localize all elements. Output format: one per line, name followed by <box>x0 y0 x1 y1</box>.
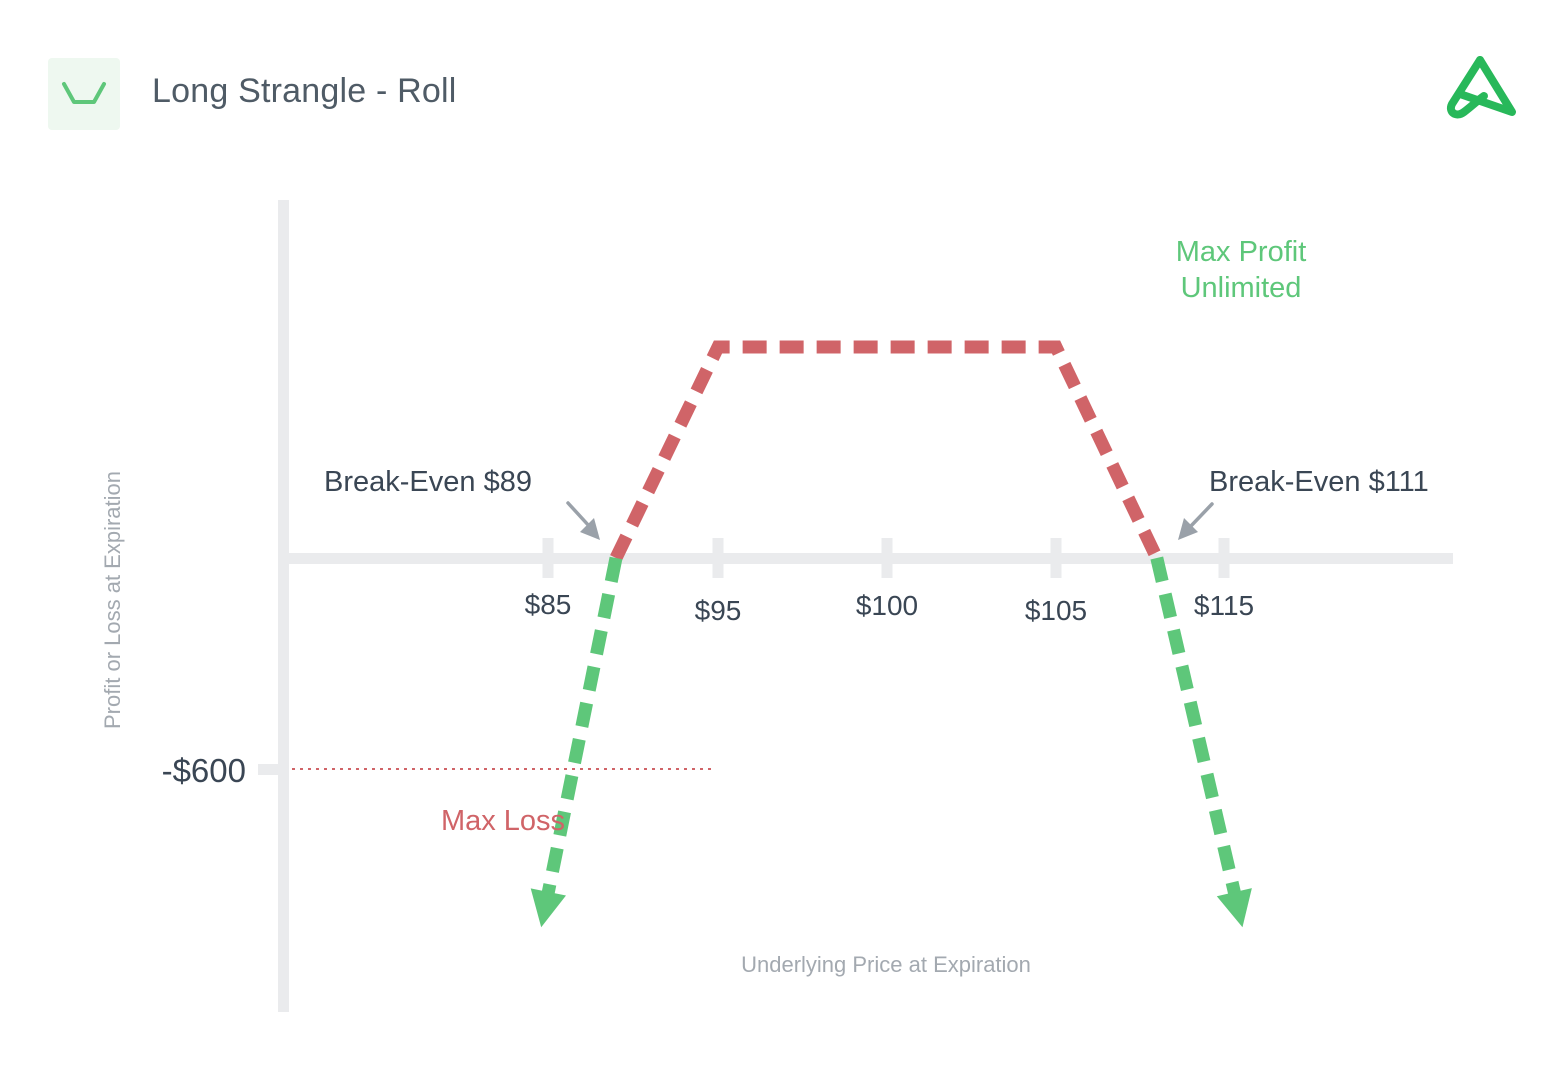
break-even-high-pointer <box>1178 502 1214 540</box>
max-loss-label: Max Loss <box>441 805 565 837</box>
y-tick-label: -$600 <box>162 752 246 789</box>
profit-segment-right-line <box>1150 556 1243 900</box>
x-tick-mark <box>712 538 724 578</box>
x-tick-mark <box>1050 538 1062 578</box>
break-even-low-label: Break-Even $89 <box>324 466 532 498</box>
y-axis <box>278 200 289 1012</box>
profit-segment-left-line <box>540 556 623 900</box>
x-tick-mark <box>881 538 893 578</box>
brand-a-logo-icon <box>1447 56 1516 119</box>
x-tick-label: $100 <box>856 590 918 621</box>
x-axis-label: Underlying Price at Expiration <box>741 952 1031 977</box>
x-tick-mark <box>1218 538 1230 578</box>
x-tick-label: $105 <box>1025 595 1087 626</box>
strangle-v-icon <box>62 82 106 104</box>
x-axis <box>289 553 1453 564</box>
loss-segment-line <box>610 340 1163 561</box>
profit-arrowhead-right <box>1216 888 1252 928</box>
profit-arrowhead-left <box>530 888 566 928</box>
break-even-low-pointer <box>566 501 600 540</box>
max-profit-label-line2: Unlimited <box>1181 272 1302 304</box>
strategy-icon-badge <box>48 58 120 130</box>
x-tick-label: $85 <box>525 589 572 620</box>
max-profit-label-line1: Max Profit <box>1176 236 1307 268</box>
x-tick-label: $115 <box>1194 590 1254 621</box>
y-tick-mark <box>258 764 280 775</box>
page-title: Long Strangle - Roll <box>152 72 457 110</box>
x-tick-mark <box>542 538 554 578</box>
y-axis-label: Profit or Loss at Expiration <box>100 471 125 729</box>
x-tick-label: $95 <box>695 595 742 626</box>
break-even-high-label: Break-Even $111 <box>1209 466 1429 498</box>
